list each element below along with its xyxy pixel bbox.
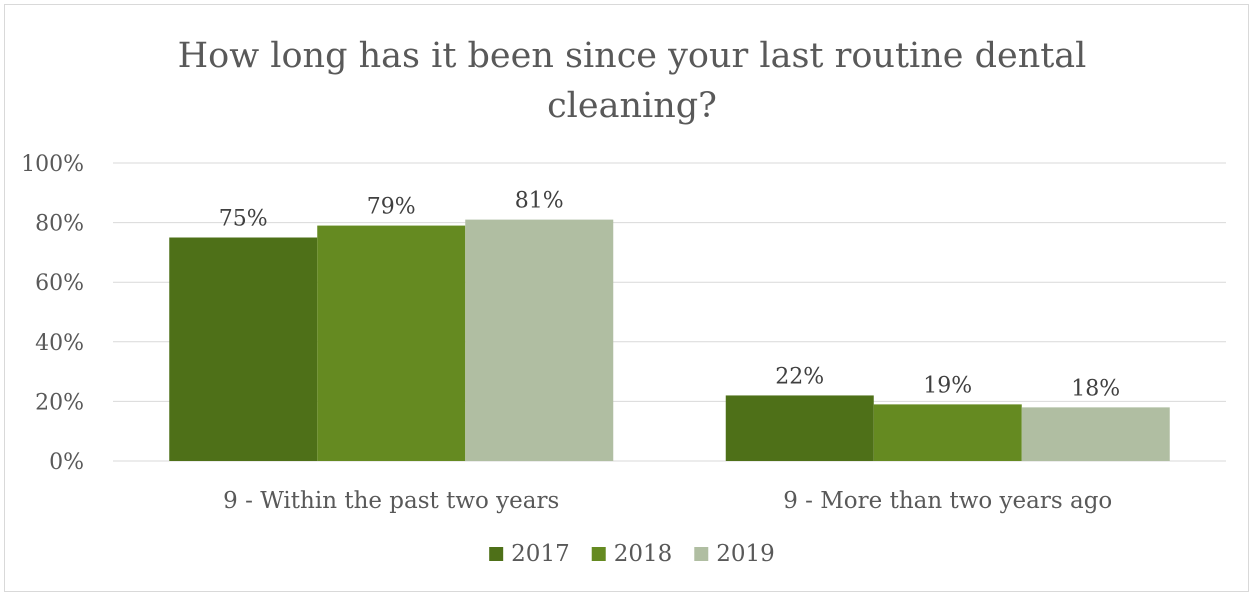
bar-series <box>169 219 1170 461</box>
bar-2019 <box>1021 407 1170 461</box>
bar-chart: How long has it been since your last rou… <box>21 36 1226 567</box>
y-tick-label: 80% <box>35 212 84 237</box>
bar-2018 <box>317 225 466 461</box>
y-tick-label: 100% <box>21 152 84 177</box>
legend-item-2017: 2017 <box>489 541 570 567</box>
bar-2018 <box>873 404 1022 461</box>
data-label: 19% <box>923 373 972 398</box>
chart-title-line2: cleaning? <box>547 86 717 126</box>
legend-item-2018: 2018 <box>591 541 673 567</box>
bar-2017 <box>169 237 318 461</box>
y-tick-label: 20% <box>35 390 84 415</box>
x-category-label: 9 - More than two years ago <box>783 488 1112 514</box>
y-tick-label: 40% <box>35 331 84 356</box>
x-axis-category-labels: 9 - Within the past two years 9 - More th… <box>223 488 1112 514</box>
data-label: 75% <box>219 207 268 232</box>
bar-2019 <box>465 219 614 461</box>
data-label: 79% <box>367 195 416 220</box>
legend-swatch <box>489 547 504 561</box>
legend-label: 2017 <box>511 541 570 567</box>
legend-swatch <box>591 547 606 561</box>
legend-label: 2019 <box>716 541 775 567</box>
data-labels: 75% 79% 81% 22% 19% 18% <box>219 189 1120 402</box>
y-tick-label: 60% <box>35 271 84 296</box>
legend-label: 2018 <box>614 541 673 567</box>
legend: 2017 2018 2019 <box>489 541 775 567</box>
bar-2017 <box>725 395 874 461</box>
chart-title-line1: How long has it been since your last rou… <box>178 36 1087 76</box>
legend-swatch <box>694 547 709 561</box>
data-label: 18% <box>1071 376 1120 401</box>
legend-item-2019: 2019 <box>694 541 775 567</box>
data-label: 81% <box>515 189 564 214</box>
x-category-label: 9 - Within the past two years <box>223 488 559 514</box>
y-tick-label: 0% <box>49 450 84 475</box>
data-label: 22% <box>775 364 824 389</box>
chart-frame: How long has it been since your last rou… <box>4 4 1249 592</box>
y-axis-tick-labels: 0% 20% 40% 60% 80% 100% <box>21 152 84 475</box>
